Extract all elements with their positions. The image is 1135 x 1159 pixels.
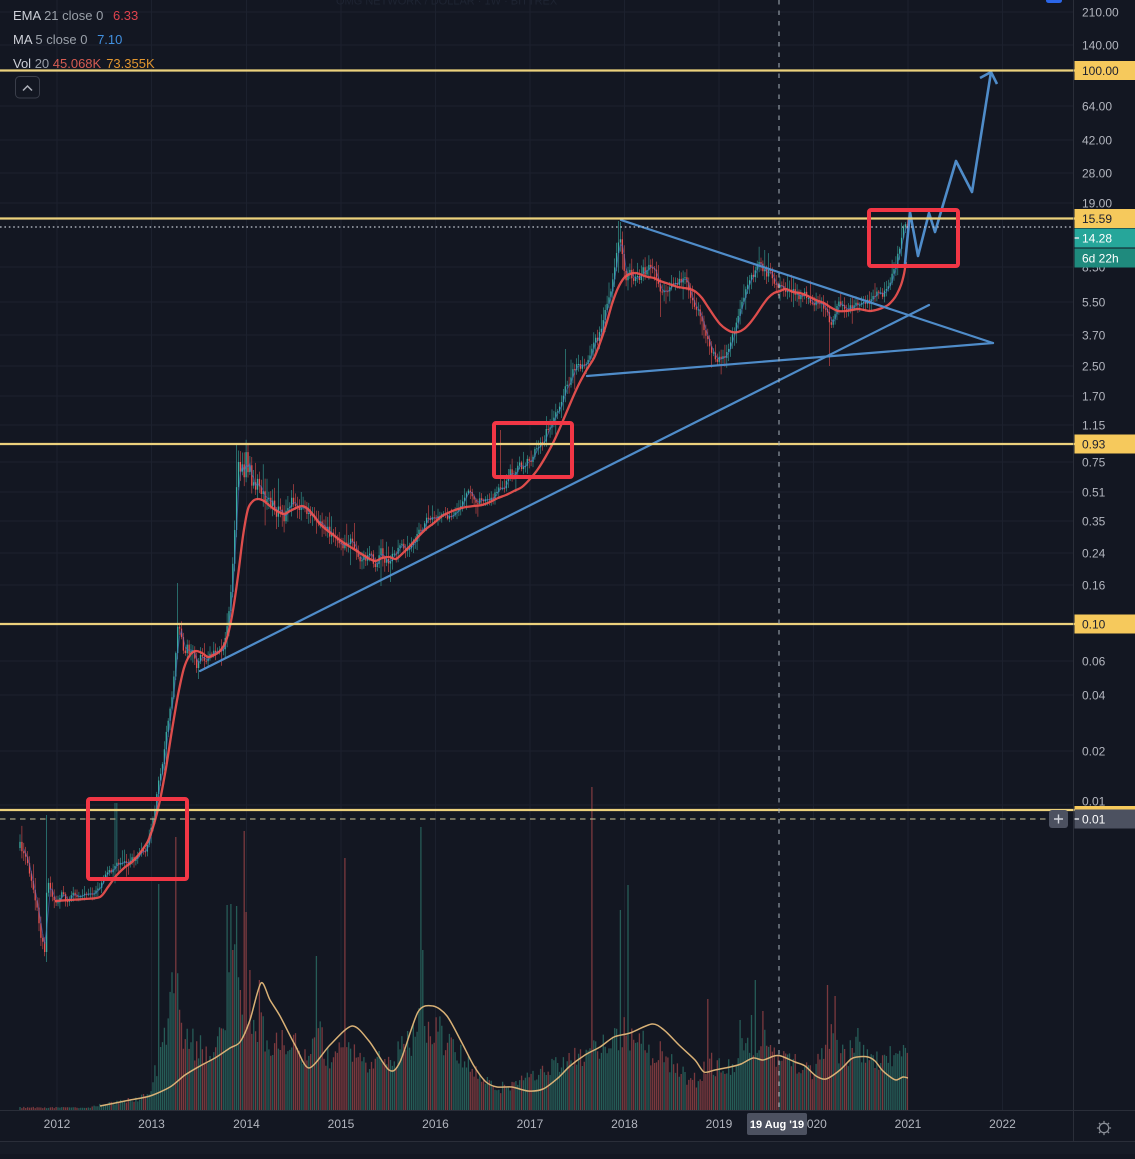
- svg-text:1.70: 1.70: [1082, 390, 1106, 404]
- svg-text:2018: 2018: [611, 1117, 638, 1131]
- svg-text:2013: 2013: [138, 1117, 165, 1131]
- svg-text:OMG NETWORK / DOLLAR · 1W · BI: OMG NETWORK / DOLLAR · 1W · BITTREX: [336, 0, 558, 8]
- svg-text:15.59: 15.59: [1082, 212, 1112, 226]
- svg-text:0.51: 0.51: [1082, 486, 1106, 500]
- svg-text:28.00: 28.00: [1082, 167, 1112, 181]
- svg-text:2.50: 2.50: [1082, 360, 1106, 374]
- svg-text:6d 22h: 6d 22h: [1082, 252, 1119, 266]
- svg-text:0.75: 0.75: [1082, 456, 1106, 470]
- svg-text:42.00: 42.00: [1082, 134, 1112, 148]
- svg-text:2014: 2014: [233, 1117, 260, 1131]
- svg-text:64.00: 64.00: [1082, 100, 1112, 114]
- svg-text:3.70: 3.70: [1082, 329, 1106, 343]
- svg-text:2022: 2022: [989, 1117, 1016, 1131]
- svg-text:0.35: 0.35: [1082, 515, 1106, 529]
- svg-text:19 Aug '19: 19 Aug '19: [750, 1119, 804, 1131]
- svg-text:2016: 2016: [422, 1117, 449, 1131]
- svg-text:0.04: 0.04: [1082, 689, 1106, 703]
- svg-text:0.06: 0.06: [1082, 655, 1106, 669]
- svg-text:2021: 2021: [895, 1117, 922, 1131]
- svg-text:210.00: 210.00: [1082, 6, 1119, 20]
- svg-text:0.02: 0.02: [1082, 745, 1106, 759]
- svg-text:14.28: 14.28: [1082, 232, 1112, 246]
- svg-text:0.01: 0.01: [1082, 813, 1106, 827]
- svg-text:2015: 2015: [328, 1117, 355, 1131]
- svg-text:5.50: 5.50: [1082, 296, 1106, 310]
- svg-text:2017: 2017: [517, 1117, 544, 1131]
- svg-text:100.00: 100.00: [1082, 64, 1119, 78]
- svg-text:MA 5 close 0 7.10: MA 5 close 0 7.10: [13, 32, 122, 47]
- svg-text:2019: 2019: [706, 1117, 733, 1131]
- svg-text:140.00: 140.00: [1082, 39, 1119, 53]
- svg-text:0.10: 0.10: [1082, 618, 1106, 632]
- svg-text:1.15: 1.15: [1082, 419, 1106, 433]
- svg-text:19.00: 19.00: [1082, 197, 1112, 211]
- svg-text:2012: 2012: [44, 1117, 71, 1131]
- svg-text:0.93: 0.93: [1082, 438, 1106, 452]
- svg-text:EMA 21 close 0 6.33: EMA 21 close 0 6.33: [13, 8, 138, 23]
- svg-text:0.16: 0.16: [1082, 579, 1106, 593]
- svg-text:0.24: 0.24: [1082, 547, 1106, 561]
